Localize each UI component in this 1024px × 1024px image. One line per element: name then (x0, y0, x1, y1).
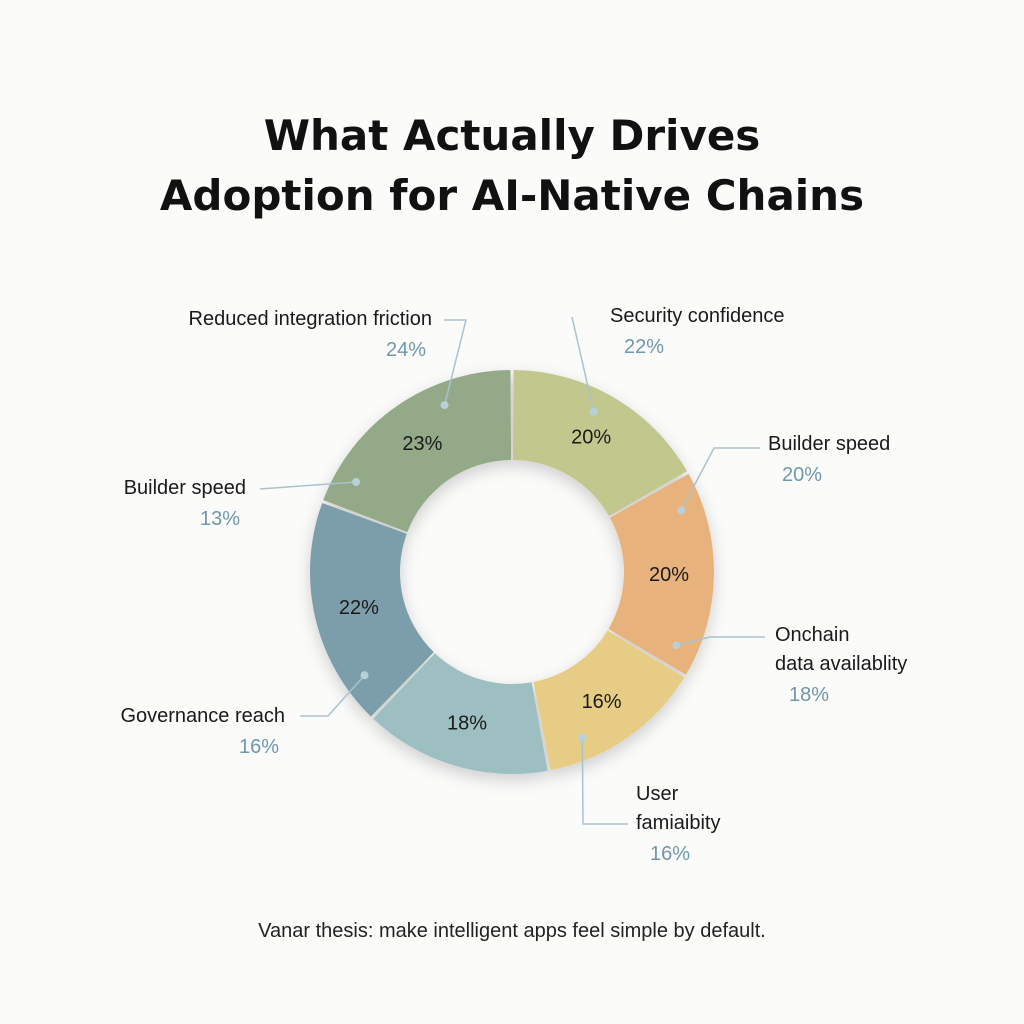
chart-title-line1: What Actually Drives (263, 111, 761, 160)
callout-anchor-dot-6 (440, 401, 449, 410)
callout-label-4-0: Governance reach (120, 705, 285, 727)
callout-leader-0 (571, 316, 595, 412)
callout-anchor-dot-1 (677, 506, 686, 515)
donut-slice-2 (533, 630, 685, 771)
donut-slice-6 (323, 370, 512, 533)
donut-slice-0 (512, 370, 688, 517)
slice-value-label-5: 22% (339, 597, 379, 619)
callout-leader-3 (581, 737, 628, 825)
callout-value-3: 16% (650, 843, 690, 865)
callout-label-2-1: data availablity (775, 653, 907, 675)
callout-labels: Security confidence 22% Builder speed 20% On… (120, 305, 907, 865)
callout-value-2: 18% (789, 684, 829, 706)
callout-anchor-dot-4 (360, 671, 369, 680)
callout-anchor-dot-5 (352, 478, 361, 486)
callout-value-0: 22% (624, 336, 664, 358)
callout-leader-6 (443, 319, 467, 406)
slice-value-label-0: 20% (571, 426, 611, 448)
callout-label-5-0: Builder speed (124, 477, 246, 499)
donut-slice-5 (309, 503, 434, 717)
callout-value-5: 13% (200, 508, 240, 530)
callout-leaders (259, 316, 765, 825)
callout-anchor-dot-2 (672, 641, 681, 650)
callout-label-6-0: Reduced integration friction (189, 308, 432, 330)
callout-leader-2 (676, 636, 765, 646)
slice-value-labels: 20% 20% 16% 18% 22% 23% (339, 426, 689, 734)
callout-anchor-dot-0 (589, 407, 598, 416)
slice-value-label-2: 16% (582, 691, 622, 713)
chart-title-line2: Adoption for AI-Native Chains (159, 171, 865, 220)
callout-value-4: 16% (239, 736, 279, 758)
footer-note: Vanar thesis: make intelligent apps feel… (258, 920, 766, 942)
callout-value-1: 20% (782, 464, 822, 486)
callout-label-3-1: famiaibity (636, 812, 720, 834)
donut-slice-4 (373, 653, 548, 774)
slice-value-label-4: 18% (447, 712, 487, 734)
callout-label-0-0: Security confidence (610, 305, 785, 327)
callout-leader-5 (259, 481, 357, 490)
callout-label-3-0: User (636, 783, 679, 805)
donut-slice-1 (608, 473, 714, 675)
callout-label-2-0: Onchain (775, 624, 850, 646)
callout-leader-4 (300, 674, 366, 717)
slice-value-label-6: 23% (402, 433, 442, 455)
callout-value-6: 24% (386, 339, 426, 361)
callout-leader-1 (680, 447, 760, 511)
callout-anchor-dot-3 (578, 733, 587, 742)
callout-label-1-0: Builder speed (768, 433, 890, 455)
slice-value-label-1: 20% (649, 564, 689, 586)
donut-slices (309, 370, 714, 774)
